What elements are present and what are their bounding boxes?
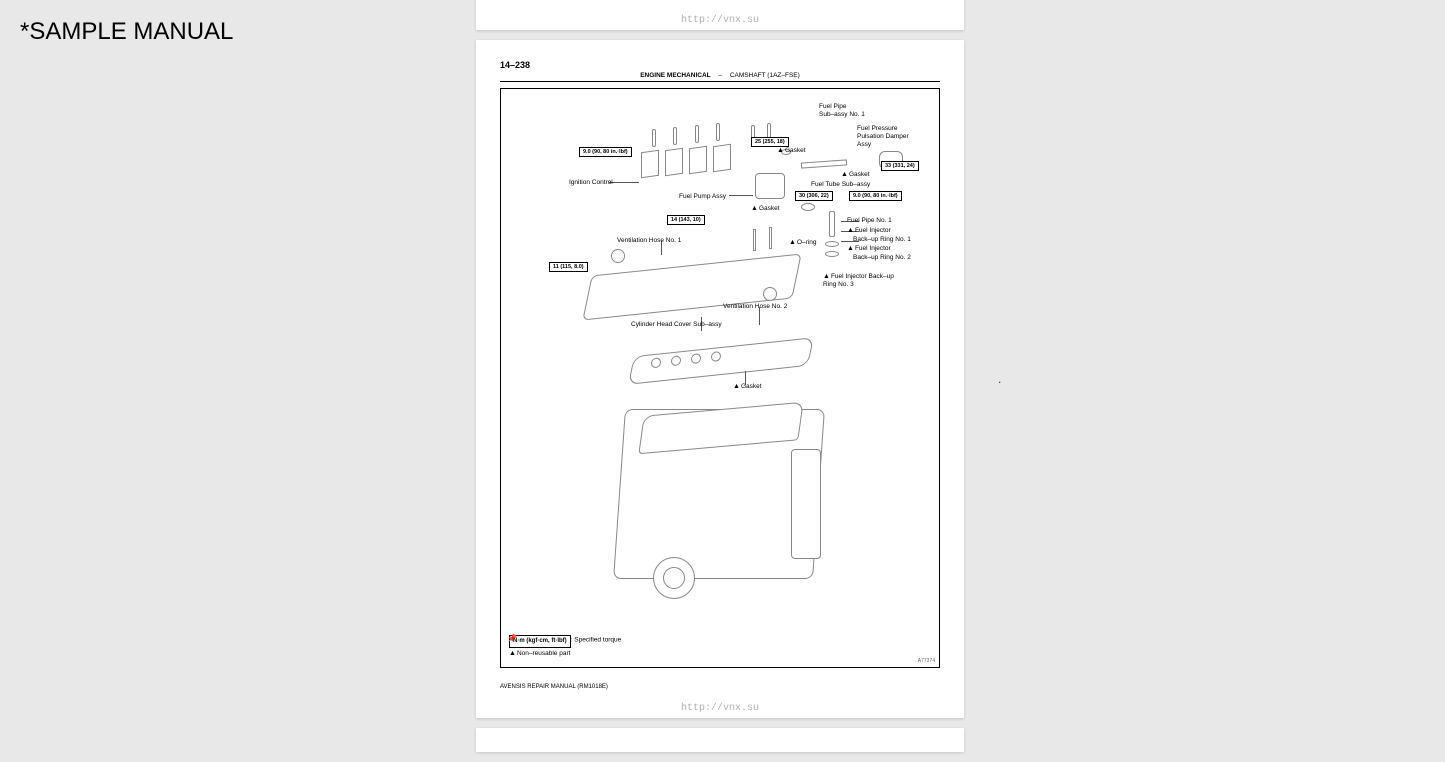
header-dash: – — [718, 72, 722, 79]
torque-3: 33 (331, 24) — [881, 161, 919, 171]
label-gasket-3: ▲Gasket — [751, 205, 780, 213]
page-number: 14–238 — [500, 60, 940, 70]
label-fuel-tube-sub: Fuel Tube Sub–assy — [811, 181, 870, 189]
watermark: http://vnx.su — [681, 15, 759, 26]
label-ignition-control: Ignition Control — [569, 179, 613, 187]
label-fuel-pipe-no1: Fuel Pipe No. 1 — [847, 217, 892, 225]
pipe-icon — [801, 159, 847, 168]
watermark: http://vnx.su — [681, 703, 759, 714]
page-footer: AVENSIS REPAIR MANUAL (RM1018E) — [500, 678, 940, 690]
label-fuel-injector-1: ▲Fuel Injector — [847, 227, 891, 235]
ring-icon — [801, 203, 815, 211]
header-section: ENGINE MECHANICAL — [640, 72, 710, 79]
sample-manual-label: *SAMPLE MANUAL — [20, 18, 233, 46]
page-previous-stub: AVENSIS REPAIR MANUAL (RM1018E) http://v… — [476, 0, 964, 30]
hose-icon — [763, 287, 777, 301]
injector-icon — [829, 211, 835, 237]
label-vent-hose-2: Ventilation Hose No. 2 — [723, 303, 787, 311]
bolt-icon — [695, 125, 699, 143]
fuel-pump-icon — [755, 173, 785, 199]
leader-line — [729, 195, 753, 196]
hose-icon — [611, 249, 625, 263]
bolt-icon — [716, 123, 720, 141]
page-stack: AVENSIS REPAIR MANUAL (RM1018E) http://v… — [476, 0, 964, 762]
bolt-icon — [769, 227, 772, 249]
legend-nonreusable: ▲Non–reusable part — [509, 648, 621, 659]
label-gasket-4: ▲Gasket — [733, 383, 762, 391]
legend-torque: N·m (kgf·cm, ft·lbf): Specified torque — [509, 635, 621, 648]
label-fuel-pump: Fuel Pump Assy — [679, 193, 726, 201]
torque-7: 11 (115, 8.0) — [549, 262, 588, 272]
header-subsection: CAMSHAFT (1AZ–FSE) — [730, 72, 800, 79]
pin-icon: 📌 — [507, 634, 517, 643]
exploded-diagram: Fuel PipeSub–assy No. 1 Fuel PressurePul… — [500, 88, 940, 668]
label-backup-ring-1: Back–up Ring No. 1 — [853, 236, 911, 244]
label-cylinder-head-cover: Cylinder Head Cover Sub–assy — [631, 321, 722, 329]
label-fuel-pipe-sub: Fuel PipeSub–assy No. 1 — [819, 103, 865, 119]
ring-icon — [825, 251, 839, 257]
page-next-stub — [476, 728, 964, 752]
label-gasket-1: ▲Gasket — [777, 147, 806, 155]
coil-icon — [689, 146, 707, 175]
engine-side-icon — [791, 449, 821, 559]
bolt-icon — [673, 127, 677, 145]
label-fuel-pressure-damper: Fuel PressurePulsation DamperAssy — [857, 125, 909, 148]
coil-icon — [641, 150, 659, 179]
diagram-code: A77374 — [918, 658, 935, 664]
bolt-icon — [753, 229, 756, 251]
ring-icon — [825, 241, 839, 247]
label-backup-ring-2: Back–up Ring No. 2 — [853, 254, 911, 262]
manual-page: 14–238 ENGINE MECHANICAL – CAMSHAFT (1AZ… — [476, 40, 964, 718]
label-gasket-2: ▲Gasket — [841, 171, 870, 179]
page-header: ENGINE MECHANICAL – CAMSHAFT (1AZ–FSE) — [500, 72, 940, 82]
torque-6: 14 (143, 10) — [667, 215, 705, 225]
torque-1: 9.0 (90, 80 in.·lbf) — [579, 147, 632, 157]
coil-icon — [665, 148, 683, 177]
label-injector-backup-3: ▲Fuel Injector Back–upRing No. 3 — [823, 273, 894, 289]
label-fuel-injector-2: ▲Fuel Injector — [847, 245, 891, 253]
torque-4: 30 (306, 22) — [795, 191, 833, 201]
bolt-icon — [652, 129, 656, 147]
torque-2: 25 (255, 18) — [751, 137, 789, 147]
label-vent-hose-1: Ventilation Hose No. 1 — [617, 237, 681, 245]
label-oring: ▲O–ring — [789, 239, 816, 247]
dot-marker: . — [998, 372, 1001, 386]
legend: N·m (kgf·cm, ft·lbf): Specified torque ▲… — [509, 635, 621, 659]
coil-icon — [713, 144, 731, 173]
torque-5: 9.0 (90, 80 in.·lbf) — [849, 191, 902, 201]
leader-line — [609, 182, 639, 183]
pulley-inner-icon — [663, 567, 685, 589]
